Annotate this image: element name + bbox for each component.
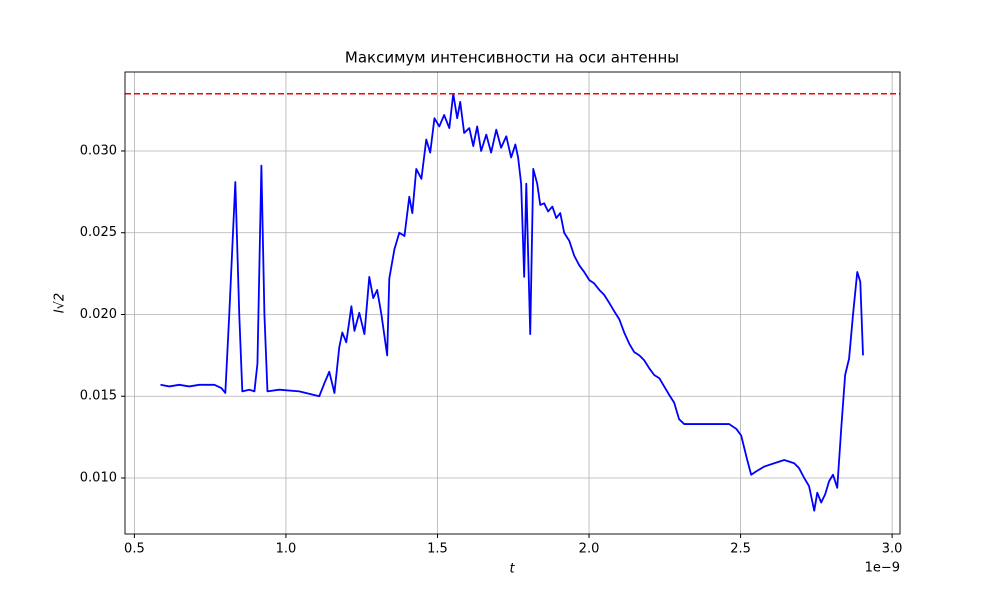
x-tick-label: 2.5 — [730, 542, 751, 557]
x-tick-label: 1.0 — [276, 542, 297, 557]
x-offset-label: 1e−9 — [865, 561, 900, 576]
y-tick-label: 0.025 — [80, 225, 117, 240]
chart-title: Максимум интенсивности на оси антенны — [345, 49, 679, 67]
data-line — [160, 92, 864, 512]
y-axis-label: I√2 — [53, 293, 68, 313]
plot-frame — [124, 71, 901, 535]
x-tick-label: 2.0 — [579, 542, 600, 557]
x-axis-label: t — [509, 562, 515, 577]
y-tick-label: 0.020 — [80, 307, 117, 322]
y-tick-label: 0.010 — [80, 470, 117, 485]
x-tick-label: 0.5 — [124, 542, 145, 557]
x-tick-label: 1.5 — [427, 542, 448, 557]
x-tick-label: 3.0 — [882, 542, 903, 557]
y-tick-label: 0.015 — [80, 389, 117, 404]
y-tick-label: 0.030 — [80, 143, 117, 158]
